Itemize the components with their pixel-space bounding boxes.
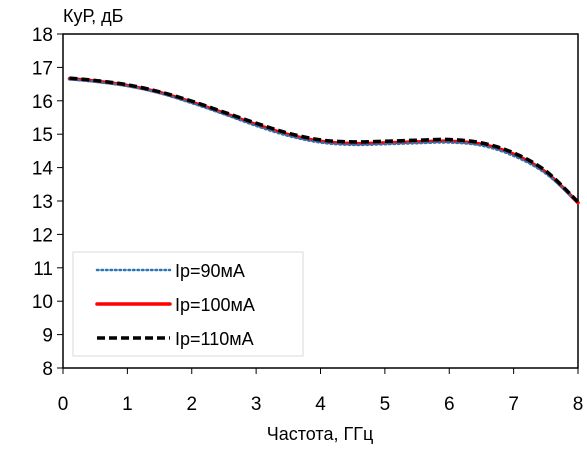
- y-axis-title: КуР, дБ: [63, 6, 123, 26]
- x-tick-label: 3: [251, 394, 262, 415]
- y-tick-label: 11: [33, 259, 53, 280]
- y-tick-label: 17: [32, 58, 53, 79]
- y-tick-label: 12: [32, 225, 53, 246]
- x-tick-label: 0: [58, 394, 69, 415]
- legend-label: Ip=100мА: [175, 295, 255, 315]
- y-tick-label: 15: [32, 125, 53, 146]
- x-tick-label: 5: [380, 394, 391, 415]
- series-line: [67, 77, 580, 205]
- series-line: [68, 78, 580, 204]
- legend-label: Ip=110мА: [175, 329, 254, 349]
- x-tick-label: 1: [122, 394, 133, 415]
- y-tick-label: 16: [32, 92, 53, 113]
- legend: Ip=90мА Ip=100мА Ip=110мА: [72, 251, 304, 357]
- y-tick-label: 8: [42, 359, 53, 380]
- legend-label: Ip=90мА: [175, 261, 245, 281]
- x-tick-label: 4: [315, 394, 326, 415]
- x-axis-title: Частота, ГГц: [267, 424, 374, 444]
- x-tick-label: 7: [508, 394, 519, 415]
- y-axis-ticks: 8 9 10 11 12 13 14 15 16 17 18: [32, 25, 63, 380]
- y-tick-label: 9: [42, 326, 53, 347]
- x-axis-ticks: 0 1 2 3 4 5 6 7 8: [58, 368, 584, 415]
- x-tick-label: 6: [444, 394, 455, 415]
- y-tick-label: 18: [32, 25, 53, 46]
- series-line: [69, 76, 580, 204]
- x-tick-label: 2: [186, 394, 197, 415]
- y-tick-label: 13: [32, 192, 53, 213]
- x-tick-label: 8: [573, 394, 584, 415]
- y-tick-label: 10: [32, 292, 53, 313]
- y-tick-label: 14: [32, 159, 54, 180]
- series-layer: [67, 76, 580, 205]
